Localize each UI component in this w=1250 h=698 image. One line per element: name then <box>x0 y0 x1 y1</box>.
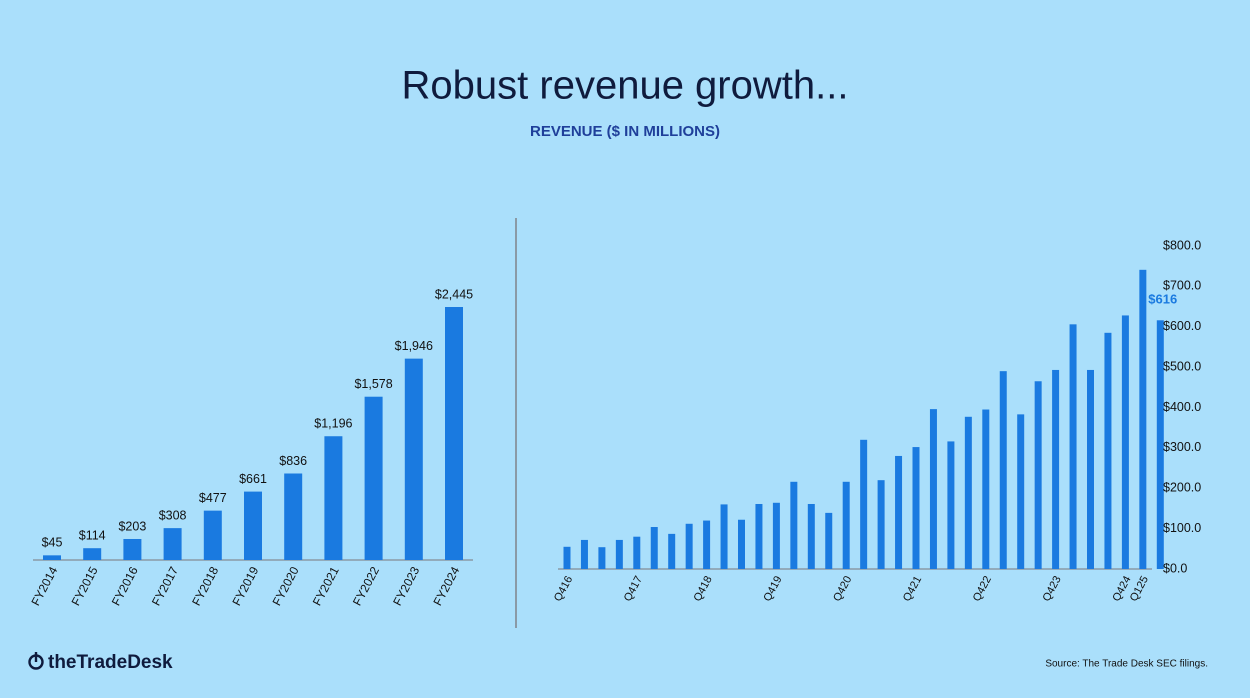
bar <box>685 523 693 569</box>
bar <box>895 455 903 569</box>
bar <box>598 547 606 569</box>
value-label: $836 <box>279 454 307 468</box>
bar <box>650 527 658 569</box>
bar <box>790 481 798 569</box>
bar <box>929 409 937 569</box>
bar <box>633 536 641 569</box>
bar <box>1069 324 1077 569</box>
y-tick-label: $800.0 <box>1163 238 1201 252</box>
bar <box>982 409 990 569</box>
bar <box>580 539 588 569</box>
y-tick-label: $600.0 <box>1163 319 1201 333</box>
subtitle: REVENUE ($ IN MILLIONS) <box>530 123 720 140</box>
bar <box>1087 369 1094 569</box>
y-tick-label: $300.0 <box>1163 440 1201 454</box>
bar <box>912 447 920 569</box>
bar <box>807 503 815 569</box>
bar <box>842 481 850 569</box>
value-label: $2,445 <box>435 287 473 301</box>
bar <box>755 503 763 569</box>
bar <box>772 502 780 569</box>
bar <box>404 358 423 560</box>
bar <box>284 473 303 560</box>
bar <box>563 546 571 569</box>
bar <box>999 371 1007 569</box>
value-label: $203 <box>118 519 146 533</box>
bar <box>445 307 463 560</box>
bar <box>877 480 885 569</box>
bar <box>244 491 262 560</box>
bar <box>1121 315 1129 569</box>
value-label: $1,196 <box>314 417 352 431</box>
y-tick-label: $400.0 <box>1163 400 1201 414</box>
bar <box>1017 414 1025 569</box>
value-label: $1,578 <box>354 377 392 391</box>
y-tick-label: $100.0 <box>1163 521 1201 535</box>
title: Robust revenue growth... <box>402 64 849 108</box>
bar <box>703 520 711 569</box>
bar <box>1104 332 1112 569</box>
logo-icon <box>28 652 44 670</box>
bar <box>203 510 222 560</box>
logo-text: theTradeDesk <box>48 652 173 673</box>
value-label: $114 <box>79 529 106 543</box>
value-label: $1,946 <box>395 339 433 353</box>
y-tick-label: $0.0 <box>1163 561 1187 575</box>
bar <box>324 436 343 560</box>
bar <box>668 533 676 569</box>
value-label: $45 <box>42 536 63 550</box>
bar <box>825 512 833 569</box>
bar <box>1156 320 1164 569</box>
bar <box>1052 369 1060 569</box>
bar <box>43 555 61 560</box>
bar <box>364 396 383 560</box>
bar <box>738 519 745 569</box>
bar <box>860 439 868 569</box>
bar <box>947 441 955 569</box>
value-label: $661 <box>239 472 267 486</box>
value-label: $477 <box>199 491 227 505</box>
source-note: Source: The Trade Desk SEC filings. <box>1045 659 1208 670</box>
bar <box>83 548 102 560</box>
bar <box>123 538 142 560</box>
annotation: $616 <box>1148 292 1177 307</box>
bar <box>1034 381 1042 569</box>
y-tick-label: $200.0 <box>1163 481 1201 495</box>
y-tick-label: $700.0 <box>1163 279 1201 293</box>
y-tick-label: $500.0 <box>1163 359 1201 373</box>
bar <box>1139 269 1147 569</box>
bar <box>720 504 728 569</box>
bar <box>964 416 972 569</box>
value-label: $308 <box>159 508 187 522</box>
bar <box>163 528 182 560</box>
bar <box>615 539 623 569</box>
